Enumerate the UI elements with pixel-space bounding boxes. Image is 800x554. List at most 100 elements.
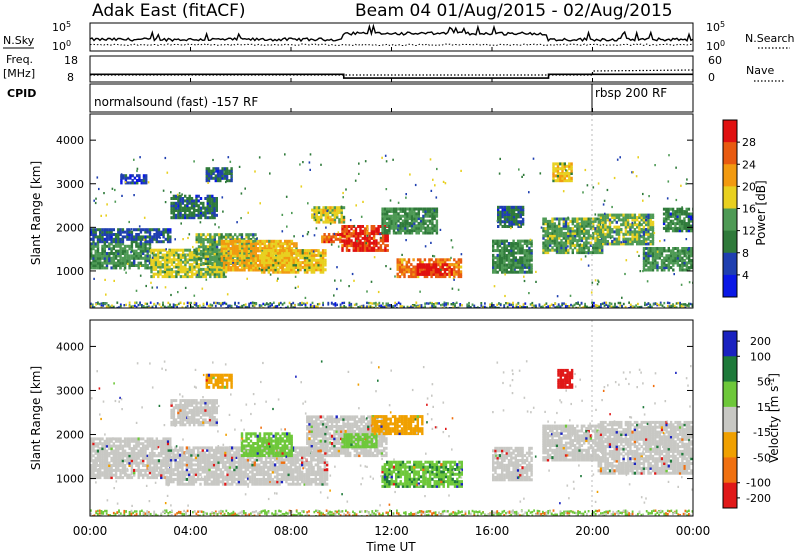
power-cell-20 bbox=[654, 263, 657, 267]
power-cell-2 bbox=[163, 267, 167, 271]
power-cell-18 bbox=[555, 217, 559, 221]
power-cell-3 bbox=[197, 238, 201, 241]
power-cell-20 bbox=[681, 251, 684, 255]
power-cell-4 bbox=[259, 259, 262, 262]
power-ground-cell bbox=[186, 301, 189, 304]
power-cell-19 bbox=[597, 242, 600, 246]
power-ground-cell bbox=[209, 305, 212, 308]
power-cell-6 bbox=[331, 211, 334, 214]
power-cell-5 bbox=[312, 253, 316, 257]
power-ground-cell bbox=[512, 303, 514, 306]
power-cell-16 bbox=[519, 222, 522, 226]
power-cell-4 bbox=[250, 244, 253, 248]
power-cell-2 bbox=[172, 251, 176, 255]
power-cell-4 bbox=[243, 249, 246, 253]
power-cell-12 bbox=[213, 197, 216, 200]
power-speckle bbox=[205, 278, 208, 281]
power-cell-8 bbox=[379, 248, 383, 252]
power-cell-18 bbox=[585, 243, 588, 247]
power-cell-10 bbox=[398, 263, 402, 267]
power-cell-3 bbox=[236, 235, 239, 239]
power-cell-6 bbox=[311, 215, 314, 219]
power-cell-2 bbox=[191, 253, 194, 257]
power-cell-1 bbox=[90, 237, 93, 241]
power-cell-1 bbox=[133, 228, 136, 232]
power-cell-19 bbox=[640, 213, 643, 217]
power-cell-1 bbox=[117, 228, 120, 232]
power-cell-4 bbox=[236, 239, 239, 243]
power-ground-cell bbox=[148, 306, 150, 308]
power-cell-10 bbox=[446, 265, 449, 269]
power-speckle bbox=[397, 201, 400, 204]
power-cell-2 bbox=[184, 253, 187, 257]
power-cell-15 bbox=[530, 256, 533, 260]
power-cell-2 bbox=[211, 272, 214, 276]
power-cell-2 bbox=[152, 275, 155, 279]
power-cell-21 bbox=[671, 219, 675, 223]
power-ground-cell bbox=[461, 304, 463, 307]
power-cell-2 bbox=[163, 265, 167, 269]
power-cell-2 bbox=[152, 251, 155, 255]
power-cell-6 bbox=[336, 215, 339, 219]
power-cell-15 bbox=[494, 261, 497, 265]
power-speckle bbox=[518, 168, 520, 171]
power-cell-5 bbox=[306, 265, 309, 269]
power-cell-0 bbox=[105, 254, 109, 258]
power-ground-cell bbox=[684, 303, 687, 306]
power-cell-9 bbox=[399, 231, 402, 235]
power-cell-4 bbox=[247, 268, 251, 272]
power-cell-12 bbox=[195, 197, 198, 200]
power-cell-20 bbox=[660, 261, 664, 265]
power-cell-0 bbox=[108, 252, 111, 255]
power-cell-18 bbox=[553, 234, 556, 238]
power-cell-4 bbox=[254, 256, 257, 260]
power-cell-14 bbox=[129, 181, 132, 185]
power-cell-10 bbox=[405, 260, 408, 264]
power-cell-8 bbox=[366, 241, 369, 245]
power-cell-10 bbox=[401, 260, 404, 264]
power-cell-18 bbox=[555, 236, 559, 240]
power-cell-18 bbox=[583, 219, 586, 223]
power-cell-10 bbox=[401, 265, 404, 269]
power-cell-10 bbox=[453, 263, 456, 267]
power-speckle bbox=[114, 200, 117, 203]
power-cell-18 bbox=[589, 224, 593, 228]
power-cell-16 bbox=[506, 205, 509, 209]
power-cell-4 bbox=[220, 263, 224, 267]
power-speckle bbox=[504, 294, 506, 298]
power-ground-cell bbox=[577, 306, 579, 308]
power-cell-18 bbox=[592, 246, 595, 250]
power-cell-12 bbox=[186, 197, 189, 200]
power-ground-cell bbox=[302, 302, 305, 305]
power-ground-cell bbox=[651, 305, 653, 308]
power-cell-21 bbox=[676, 212, 679, 216]
power-cell-5 bbox=[297, 263, 300, 267]
power-cell-12 bbox=[211, 199, 214, 203]
power-cell-2 bbox=[154, 267, 158, 271]
power-cell-6 bbox=[324, 218, 328, 222]
power-cell-15 bbox=[514, 258, 517, 262]
power-cell-0 bbox=[90, 266, 93, 270]
power-cell-8 bbox=[341, 227, 344, 231]
power-cell-12 bbox=[211, 209, 214, 212]
power-ground-cell bbox=[666, 304, 669, 308]
power-cell-10 bbox=[410, 272, 413, 276]
power-cell-2 bbox=[222, 270, 226, 274]
power-cell-15 bbox=[519, 244, 522, 248]
power-cell-18 bbox=[560, 243, 563, 247]
power-cell-2 bbox=[161, 258, 164, 262]
power-cell-13 bbox=[216, 167, 220, 171]
power-cell-9 bbox=[381, 219, 384, 223]
power-cell-21 bbox=[669, 214, 672, 218]
power-cell-2 bbox=[177, 265, 180, 269]
power-cell-12 bbox=[208, 209, 212, 212]
power-cell-8 bbox=[352, 246, 355, 250]
power-cell-19 bbox=[604, 235, 607, 239]
power-cell-4 bbox=[229, 251, 233, 255]
power-cell-1 bbox=[123, 230, 127, 234]
power-cell-15 bbox=[501, 251, 504, 255]
power-cell-19 bbox=[636, 216, 639, 219]
power-cell-19 bbox=[617, 228, 621, 231]
power-ground-cell bbox=[199, 304, 201, 307]
power-cell-18 bbox=[553, 248, 556, 252]
